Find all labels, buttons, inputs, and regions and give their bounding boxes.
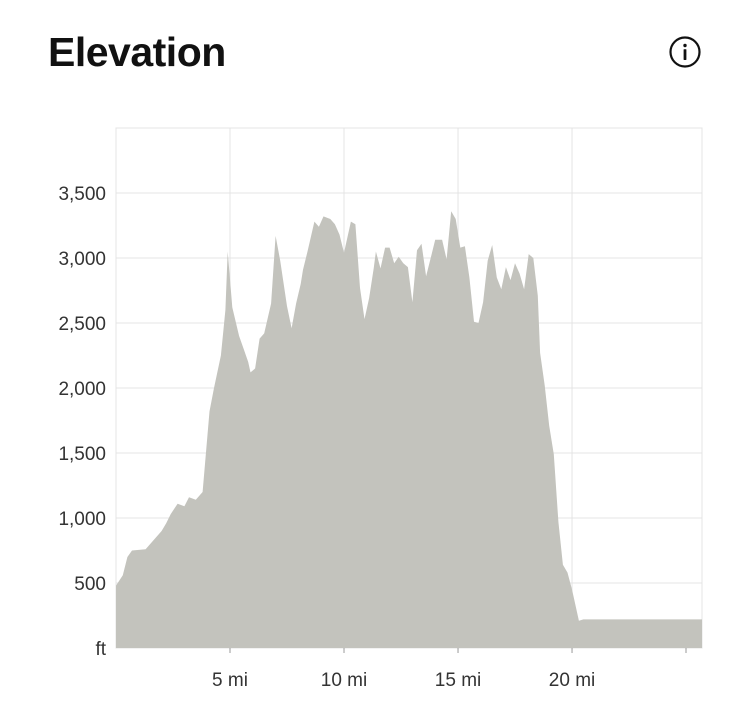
- y-tick-label: 2,000: [58, 379, 106, 400]
- x-tick-label: 20 mi: [549, 670, 595, 691]
- elevation-area: [116, 211, 702, 648]
- x-tick-label: 10 mi: [321, 670, 367, 691]
- info-button[interactable]: [668, 35, 702, 69]
- y-unit-label: ft: [95, 639, 106, 660]
- info-circle-icon: [669, 36, 701, 68]
- y-tick-label: 500: [74, 574, 106, 595]
- x-tick-label: 15 mi: [435, 670, 481, 691]
- y-tick-label: 1,000: [58, 509, 106, 530]
- y-tick-label: 3,500: [58, 184, 106, 205]
- y-tick-label: 3,000: [58, 249, 106, 270]
- page-title: Elevation: [48, 29, 226, 75]
- y-tick-label: 1,500: [58, 444, 106, 465]
- y-tick-label: 2,500: [58, 314, 106, 335]
- x-tick-label: 5 mi: [212, 670, 248, 691]
